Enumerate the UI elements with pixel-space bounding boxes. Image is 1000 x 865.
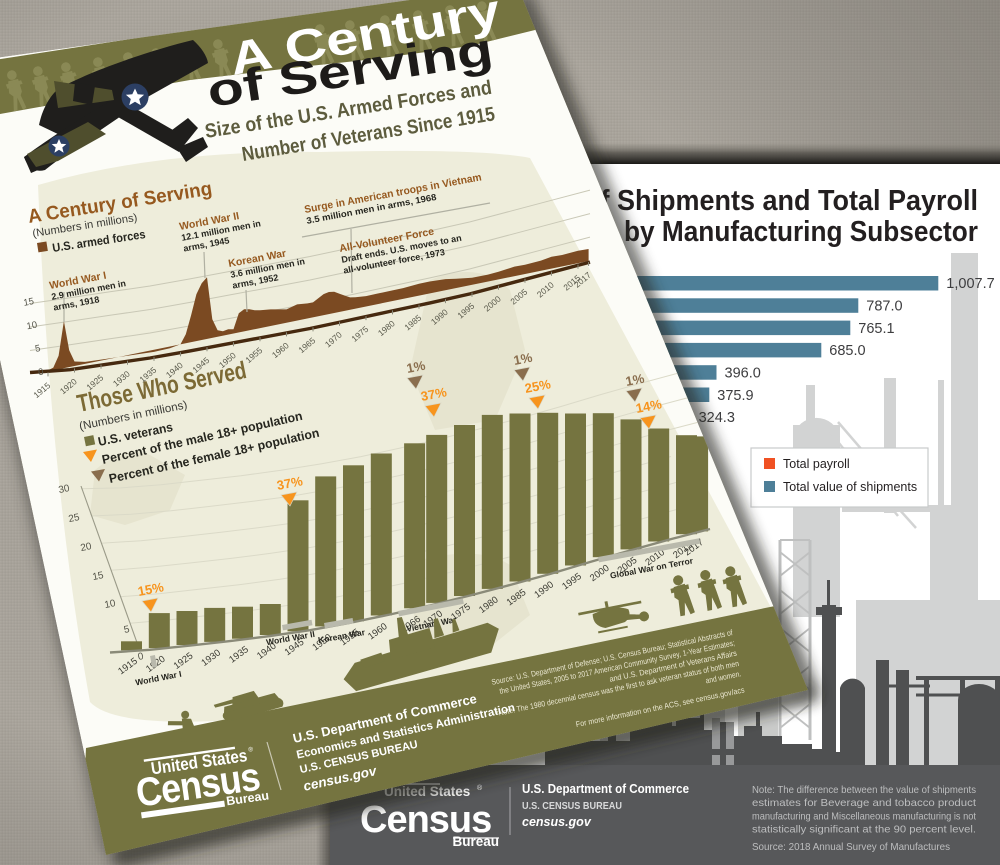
- svg-text:5: 5: [34, 343, 41, 355]
- svg-text:manufacturing and Miscellaneou: manufacturing and Miscellaneous manufact…: [752, 810, 976, 822]
- svg-text:25%: 25%: [524, 376, 553, 396]
- svg-text:Bureau: Bureau: [225, 788, 270, 808]
- svg-text:0: 0: [137, 651, 145, 663]
- svg-text:0: 0: [37, 367, 44, 379]
- svg-text:375.9: 375.9: [717, 388, 753, 404]
- svg-text:15: 15: [23, 296, 35, 309]
- svg-text:Source: 2018 Annual Survey of: Source: 2018 Annual Survey of Manufactur…: [752, 841, 950, 853]
- svg-text:37%: 37%: [276, 473, 305, 493]
- svg-text:787.0: 787.0: [866, 299, 902, 315]
- svg-text:1,007.7: 1,007.7: [946, 276, 994, 292]
- svg-text:15%: 15%: [137, 579, 166, 599]
- svg-text:U.S. CENSUS BUREAU: U.S. CENSUS BUREAU: [522, 800, 622, 812]
- svg-text:1%: 1%: [624, 371, 646, 389]
- svg-text:1%: 1%: [405, 358, 427, 376]
- svg-text:Total value of shipments: Total value of shipments: [783, 480, 917, 494]
- svg-text:10: 10: [104, 598, 117, 611]
- svg-text:statistically significant at t: statistically significant at the 90 perc…: [752, 824, 976, 836]
- svg-text:Total payroll: Total payroll: [783, 457, 850, 471]
- svg-text:5: 5: [123, 624, 131, 636]
- svg-text:30: 30: [58, 483, 71, 496]
- svg-text:®: ®: [477, 784, 483, 792]
- svg-text:685.0: 685.0: [829, 343, 865, 359]
- svg-text:765.1: 765.1: [858, 321, 894, 337]
- svg-text:15: 15: [92, 570, 105, 583]
- svg-text:®: ®: [248, 745, 254, 754]
- svg-text:Bureau: Bureau: [452, 834, 499, 849]
- svg-text:396.0: 396.0: [725, 365, 761, 381]
- svg-text:estimates for Beverage and tob: estimates for Beverage and tobacco produ…: [752, 797, 976, 809]
- svg-text:census.gov: census.gov: [522, 815, 592, 829]
- svg-text:37%: 37%: [420, 384, 449, 404]
- svg-text:U.S. Department of Commerce: U.S. Department of Commerce: [522, 781, 689, 796]
- svg-text:by Manufacturing Subsector: by Manufacturing Subsector: [624, 216, 978, 248]
- svg-text:20: 20: [80, 541, 93, 554]
- svg-text:25: 25: [68, 512, 81, 525]
- svg-text:1%: 1%: [512, 350, 534, 368]
- svg-text:of Shipments and Total Payroll: of Shipments and Total Payroll: [584, 185, 978, 217]
- svg-text:10: 10: [26, 320, 38, 333]
- svg-text:14%: 14%: [635, 396, 664, 416]
- svg-text:Census: Census: [360, 799, 491, 841]
- svg-text:Note: The difference between t: Note: The difference between the value o…: [752, 784, 976, 796]
